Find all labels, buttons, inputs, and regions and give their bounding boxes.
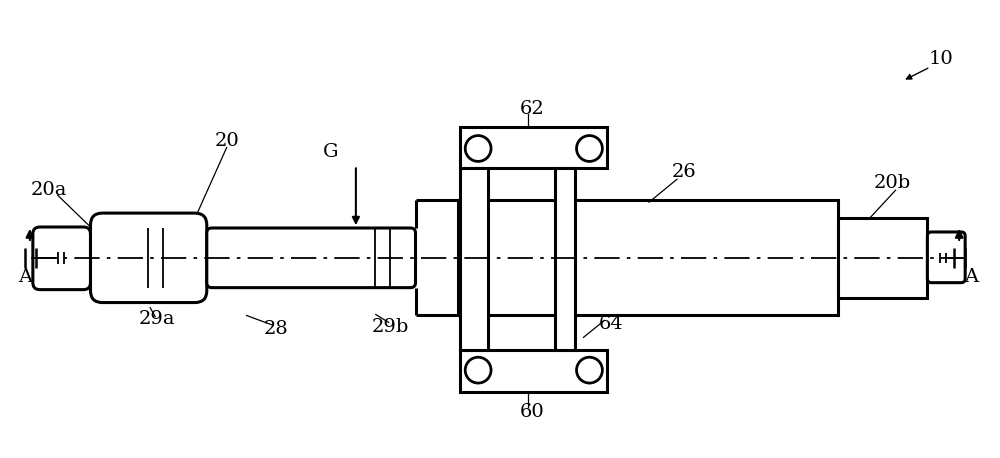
FancyBboxPatch shape <box>927 232 965 283</box>
Text: A: A <box>18 268 32 286</box>
Text: 60: 60 <box>519 403 544 421</box>
Text: 29a: 29a <box>139 311 175 328</box>
Bar <box>460 350 607 392</box>
Text: 20: 20 <box>214 131 239 150</box>
Text: 62: 62 <box>519 100 544 118</box>
Text: 29b: 29b <box>372 318 409 336</box>
Text: 20a: 20a <box>31 181 67 199</box>
FancyBboxPatch shape <box>33 227 90 289</box>
Bar <box>460 126 607 169</box>
FancyBboxPatch shape <box>90 213 207 303</box>
Text: 10: 10 <box>929 50 954 68</box>
Bar <box>460 169 488 350</box>
Text: A: A <box>964 268 978 286</box>
Text: 20b: 20b <box>874 174 911 192</box>
Text: 64: 64 <box>599 316 624 333</box>
Bar <box>458 200 838 316</box>
FancyBboxPatch shape <box>207 228 416 288</box>
Bar <box>838 218 927 298</box>
Text: 26: 26 <box>672 164 696 181</box>
Text: 28: 28 <box>264 321 289 338</box>
Text: G: G <box>323 143 339 162</box>
Bar <box>555 169 575 350</box>
